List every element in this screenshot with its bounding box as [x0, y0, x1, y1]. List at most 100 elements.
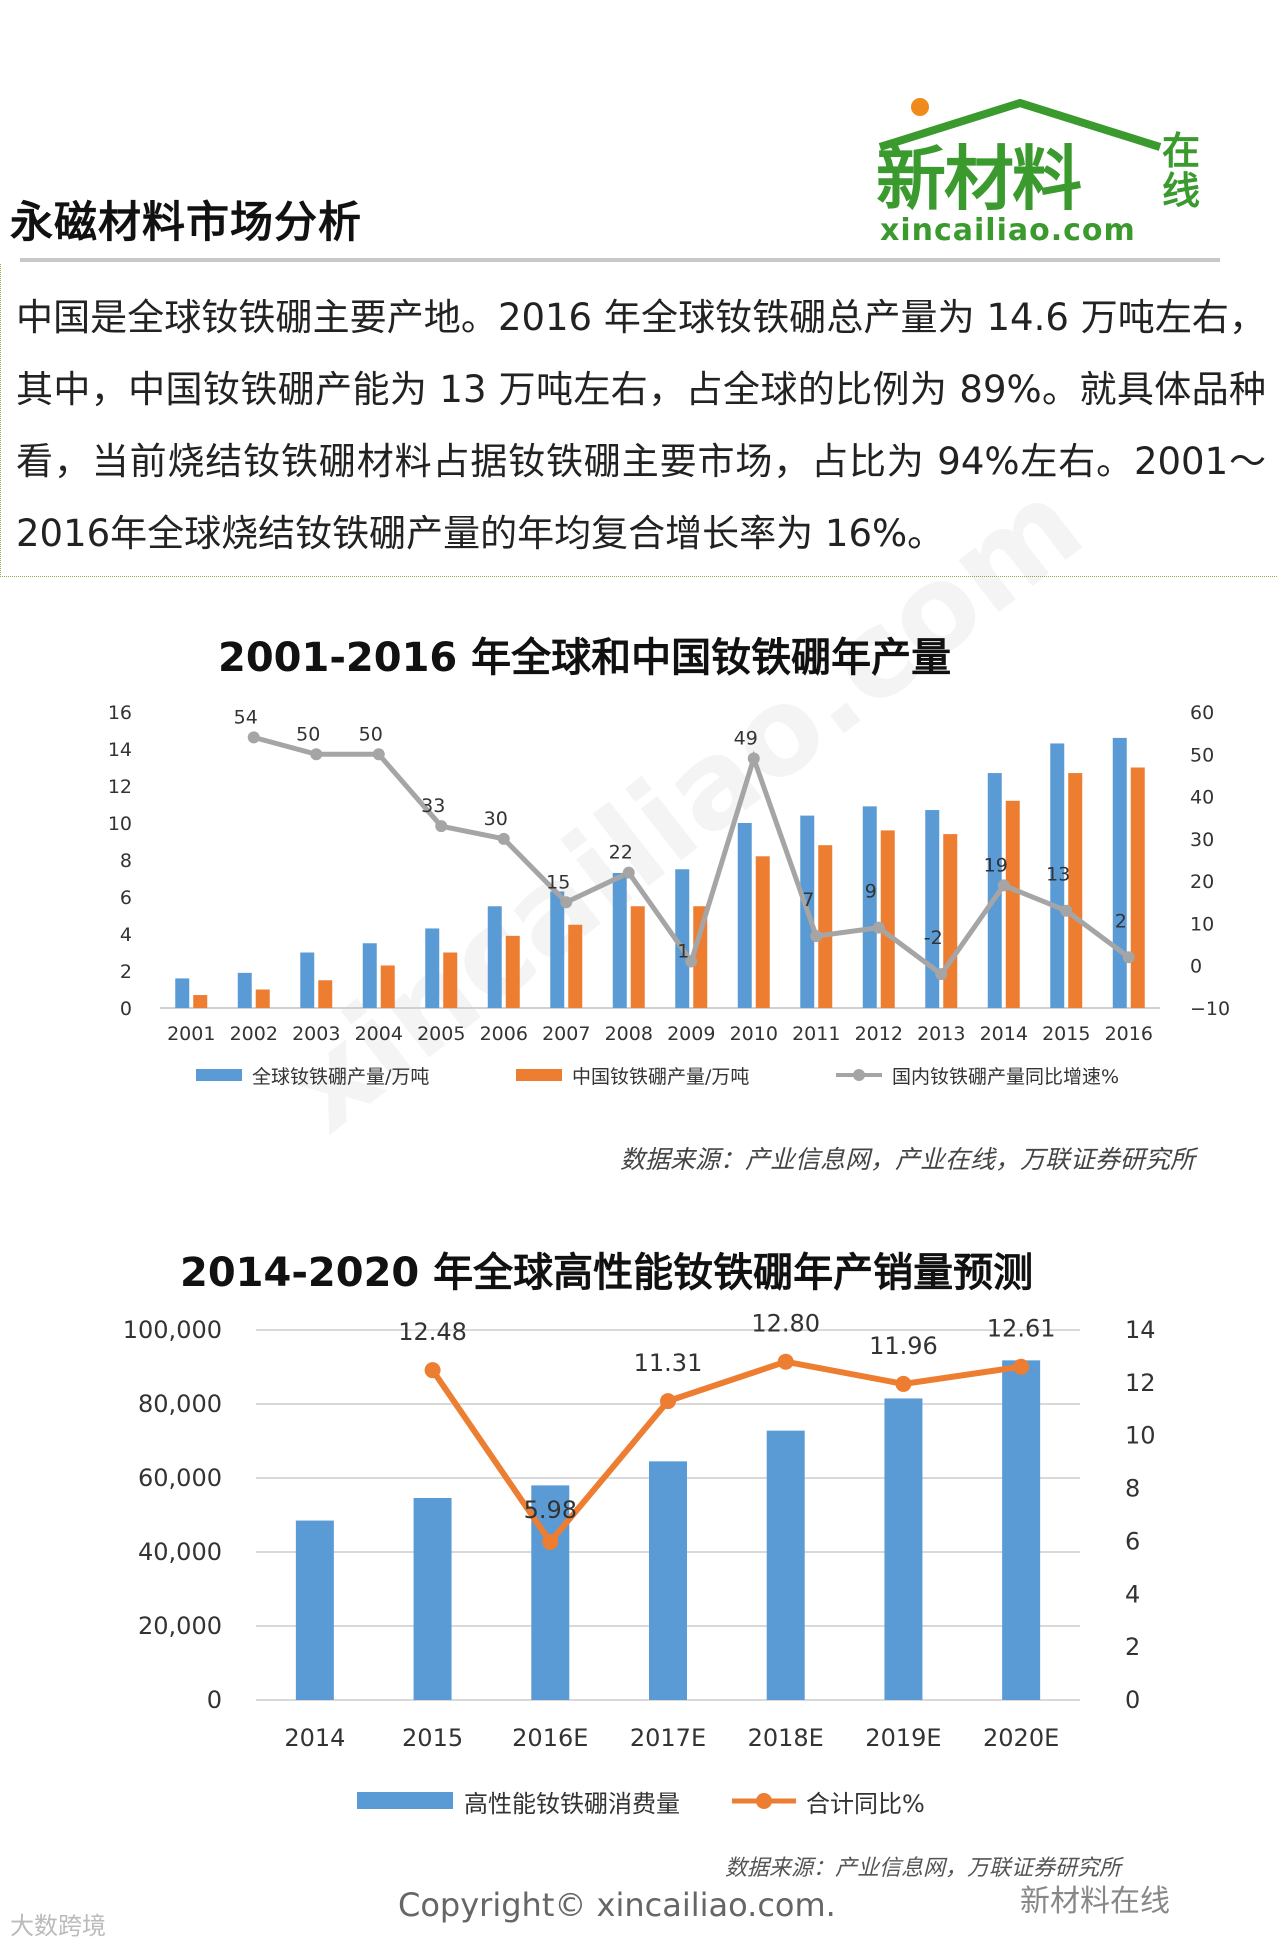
chart2-bar: [413, 1497, 452, 1700]
chart1-bar-china: [880, 830, 895, 1008]
chart1-bar-global: [237, 972, 252, 1008]
chart1-bar-global: [1112, 737, 1127, 1008]
chart1-bar-china: [693, 906, 708, 1008]
chart2-bar: [1002, 1360, 1041, 1700]
chart2-x-tick: 2020E: [983, 1724, 1059, 1752]
chart2-left-tick: 0: [207, 1686, 222, 1714]
chart1-legend-swatch: [516, 1069, 562, 1081]
chart2-left-tick: 20,000: [138, 1612, 222, 1640]
chart1-growth-label: 7: [802, 889, 814, 911]
chart1-bar-global: [175, 978, 190, 1008]
chart2-left-tick: 100,000: [123, 1316, 222, 1344]
wechat-mark: 新材料在线: [1020, 1884, 1170, 1919]
chart1-growth-point: [435, 820, 448, 833]
chart2-legend-label: 合计同比%: [806, 1790, 925, 1818]
chart1-bar-china: [255, 989, 270, 1008]
chart1-bar-china: [1068, 773, 1083, 1008]
chart1-x-tick: 2002: [230, 1023, 278, 1045]
chart2-bar: [766, 1430, 805, 1700]
chart1-x-tick: 2003: [292, 1023, 340, 1045]
chart1-growth-point: [997, 879, 1010, 892]
chart1-bar-china: [443, 952, 458, 1008]
chart1-left-tick: 14: [108, 739, 132, 761]
chart1-bar-china: [755, 856, 770, 1008]
chart1-x-tick: 2007: [542, 1023, 590, 1045]
chart1-right-tick: 40: [1190, 787, 1214, 809]
chart2-right-tick: 2: [1125, 1633, 1140, 1661]
chart2-plot: 0 20,000 40,000 60,000 80,000 100,000 0 2 4 6 8 10 1…: [123, 1310, 1156, 1818]
chart1-source: 数据来源：产业信息网，产业在线，万联证券研究所: [620, 1145, 1196, 1174]
chart2-bar: [884, 1398, 923, 1700]
chart2-left-tick: 60,000: [138, 1464, 222, 1492]
page-title: 永磁材料市场分析: [10, 198, 362, 248]
chart1-bar-global: [737, 823, 752, 1008]
chart1-bar-china: [505, 935, 520, 1008]
chart1-right-tick: 10: [1190, 913, 1214, 935]
chart1-bar-global: [675, 869, 690, 1008]
chart2-left-tick: 80,000: [138, 1390, 222, 1418]
chart2-source: 数据来源：产业信息网，万联证券研究所: [725, 1856, 1122, 1881]
chart2-growth-label: 12.61: [987, 1315, 1056, 1343]
chart1-legend-marker: [853, 1069, 865, 1081]
chart1-bar-global: [487, 906, 502, 1008]
chart1-bar-china: [318, 980, 333, 1008]
chart1-right-tick: 0: [1190, 956, 1202, 978]
chart1-bar-global: [1050, 743, 1065, 1008]
chart1-growth-label: 22: [609, 842, 633, 864]
logo-url: xincailiao.com: [880, 213, 1136, 248]
chart1-legend-label: 全球钕铁硼产量/万吨: [252, 1066, 429, 1088]
chart2-right-tick: 6: [1125, 1527, 1140, 1555]
chart2-x-tick: 2016E: [512, 1724, 588, 1752]
chart1-bar-global: [550, 891, 565, 1008]
chart2-growth-point: [424, 1362, 441, 1379]
chart1-legend-label: 国内钕铁硼产量同比增速%: [892, 1066, 1119, 1088]
chart1-growth-label: 50: [359, 723, 383, 745]
chart1-right-tick: 60: [1190, 702, 1214, 724]
chart2-legend-swatch: [357, 1792, 453, 1809]
chart2-x-tick: 2018E: [748, 1724, 824, 1752]
logo-zai-text: 在线: [1162, 129, 1201, 213]
logo-roof-icon: [878, 98, 1162, 151]
chart1-growth-point: [247, 731, 260, 744]
chart2-right-tick: 10: [1125, 1422, 1156, 1450]
chart1-left-tick: 10: [108, 813, 132, 835]
chart1-x-tick: 2008: [605, 1023, 653, 1045]
chart1-growth-label: 33: [421, 795, 445, 817]
chart1-growth-point: [497, 832, 510, 845]
chart1-growth-label: 1: [677, 940, 689, 962]
chart1-x-tick: 2009: [667, 1023, 715, 1045]
chart2-left-tick: 40,000: [138, 1538, 222, 1566]
chart1-growth-label: 13: [1046, 864, 1070, 886]
chart1-left-tick: 12: [108, 776, 132, 798]
chart2-legend-label: 高性能钕铁硼消费量: [464, 1790, 680, 1818]
chart1-growth-label: 15: [546, 871, 570, 893]
chart1-growth-point: [622, 866, 635, 879]
intro-paragraph: 中国是全球钕铁硼主要产地。2016 年全球钕铁硼总产量为 14.6 万吨左右，其…: [16, 296, 1266, 555]
chart1-growth-point: [810, 930, 823, 943]
chart1-title: 2001-2016 年全球和中国钕铁硼年产量: [218, 635, 952, 681]
chart2-growth-point: [895, 1375, 912, 1392]
chart2-growth-label: 12.48: [398, 1318, 467, 1346]
chart1-bar-china: [568, 924, 583, 1008]
chart1-bar-china: [193, 995, 208, 1008]
chart1-growth-label: -2: [924, 927, 943, 949]
chart2-growth-point: [660, 1393, 676, 1410]
chart1-left-tick: 8: [120, 850, 132, 872]
chart2-legend-marker: [756, 1793, 772, 1809]
chart1-left-tick: 4: [120, 924, 132, 946]
logo: 新材料 在线 xincailiao.com: [870, 95, 1230, 255]
chart1-growth-point: [1060, 904, 1073, 917]
intro-box: [0, 264, 1277, 577]
chart1-left-tick: 0: [120, 998, 132, 1020]
chart2-right-tick: 12: [1125, 1369, 1156, 1397]
chart1-x-tick: 2006: [480, 1023, 528, 1045]
chart2-growth-label: 11.31: [634, 1349, 703, 1377]
chart2-growth-point: [542, 1533, 559, 1550]
chart1-bar-china: [943, 834, 958, 1008]
chart1-bar-china: [630, 906, 645, 1008]
chart1-growth-label: 30: [484, 808, 508, 830]
chart2-x-tick: 2015: [402, 1724, 463, 1752]
chart1-x-tick: 2005: [417, 1023, 465, 1045]
chart2-right-tick: 4: [1125, 1580, 1140, 1608]
chart1-growth-point: [310, 748, 323, 761]
